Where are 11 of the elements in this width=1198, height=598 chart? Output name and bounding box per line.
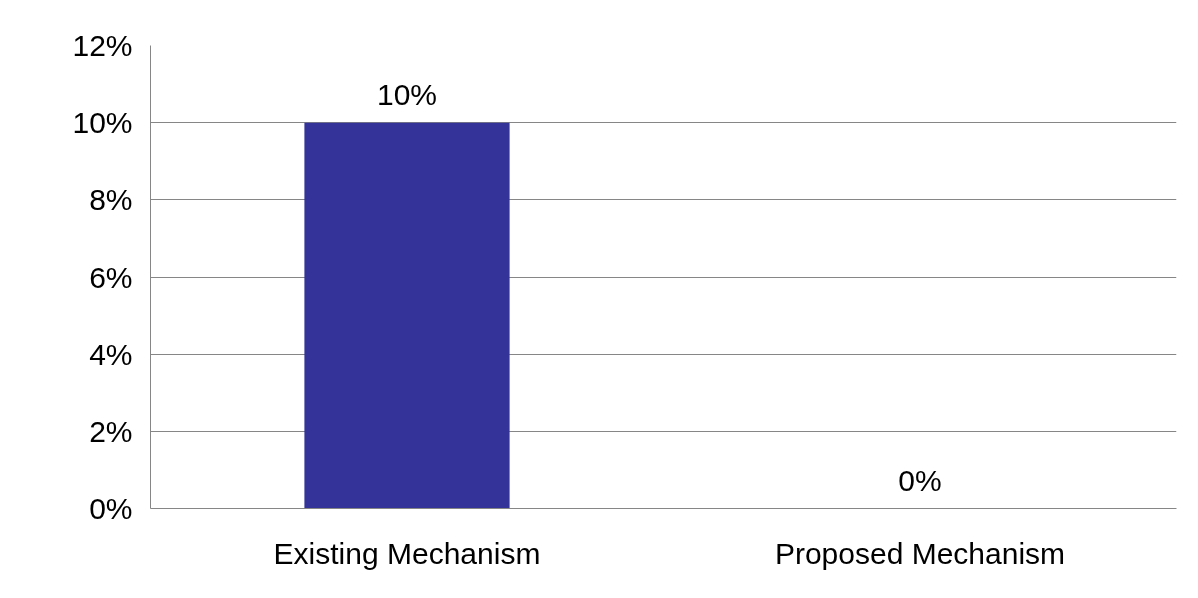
y-tick-label: 4% (89, 337, 133, 371)
y-tick-label: 12% (72, 29, 133, 62)
data-label: 10% (376, 77, 438, 111)
y-tick-label: 10% (72, 106, 133, 140)
data-label: 0% (898, 463, 942, 497)
x-tick-label: Proposed Mechanism (774, 536, 1066, 570)
y-tick-label: 2% (89, 414, 133, 448)
x-tick-label: Existing Mechanism (273, 536, 541, 570)
y-tick-label: 0% (89, 492, 133, 525)
y-tick-label: 8% (89, 183, 133, 217)
y-tick-label: 6% (89, 260, 133, 294)
